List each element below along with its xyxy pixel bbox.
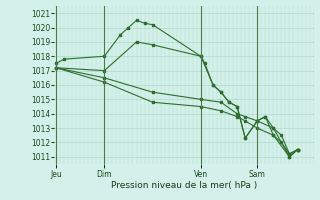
- X-axis label: Pression niveau de la mer( hPa ): Pression niveau de la mer( hPa ): [111, 181, 257, 190]
